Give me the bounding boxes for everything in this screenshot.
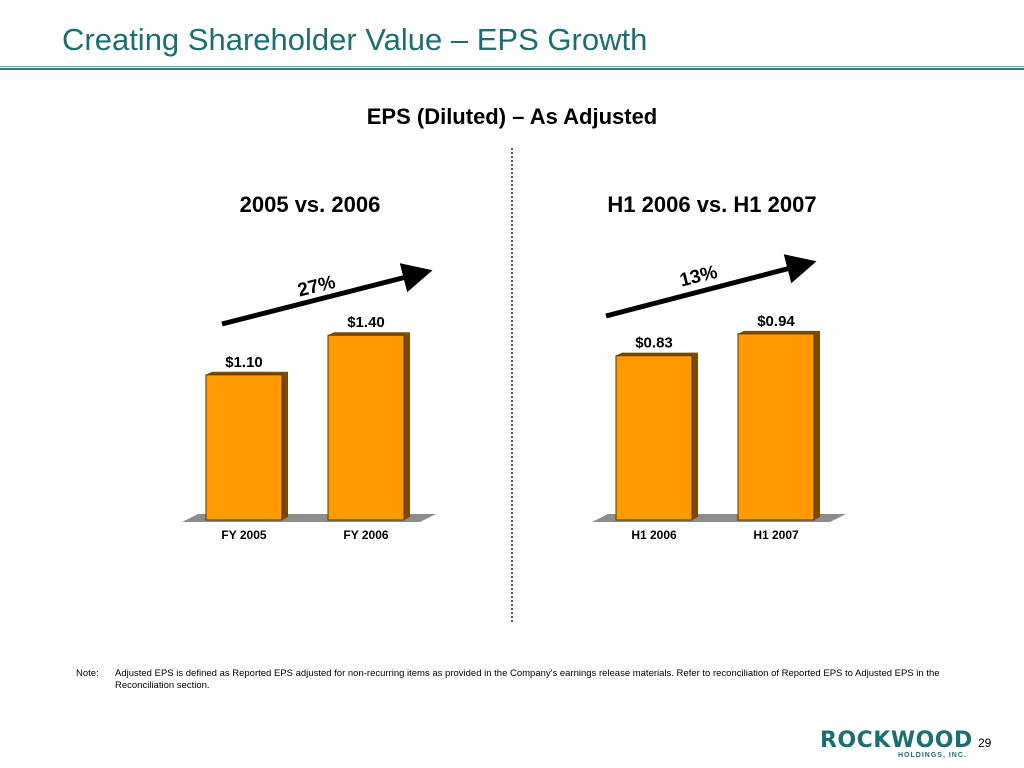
left-category-label-1: FY 2006 <box>343 528 388 542</box>
chart-heading: EPS (Diluted) – As Adjusted <box>366 104 658 129</box>
left-category-label-0: FY 2005 <box>221 528 266 542</box>
left-bar-value-label-0: $1.10 <box>225 354 263 371</box>
left-growth-arrow <box>221 263 433 327</box>
right-panel-title: H1 2006 vs. H1 2007 <box>607 192 817 217</box>
right-bar-top-0 <box>616 352 698 356</box>
right-category-label-0: H1 2006 <box>631 528 677 542</box>
right-bar-1 <box>737 333 815 521</box>
left-bar-value-label-1: $1.40 <box>347 314 385 331</box>
slide-title: Creating Shareholder Value – EPS Growth <box>62 22 648 57</box>
left-bar-side-0 <box>282 371 288 520</box>
company-logo: ROCKWOOD HOLDINGS, INC. <box>820 728 972 762</box>
right-bar-side-1 <box>814 330 820 520</box>
right-bar-0 <box>615 355 693 521</box>
footnote-label: Note: <box>76 668 99 679</box>
right-bar-side-0 <box>692 352 698 520</box>
left-bar-side-1 <box>404 332 410 520</box>
footnote-text: Adjusted EPS is defined as Reported EPS … <box>115 668 940 691</box>
left-bar-top-1 <box>328 332 410 336</box>
right-bar-top-1 <box>738 330 820 334</box>
page-number: 29 <box>978 736 992 750</box>
left-bar-top-0 <box>206 371 288 375</box>
left-panel-title: 2005 vs. 2006 <box>239 192 381 217</box>
panel-divider <box>511 148 513 622</box>
footnote: Note: Adjusted EPS is defined as Reporte… <box>76 668 976 692</box>
right-growth-arrow <box>605 254 817 319</box>
left-bar-1 <box>327 334 405 521</box>
title-rule <box>0 66 1024 70</box>
right-bar-value-label-0: $0.83 <box>635 335 673 352</box>
left-bar-0 <box>205 374 283 521</box>
right-category-label-1: H1 2007 <box>753 528 799 542</box>
logo-wordmark: ROCKWOOD <box>820 728 973 753</box>
right-bar-value-label-1: $0.94 <box>757 313 795 330</box>
logo-subtitle: HOLDINGS, INC. <box>898 752 967 759</box>
